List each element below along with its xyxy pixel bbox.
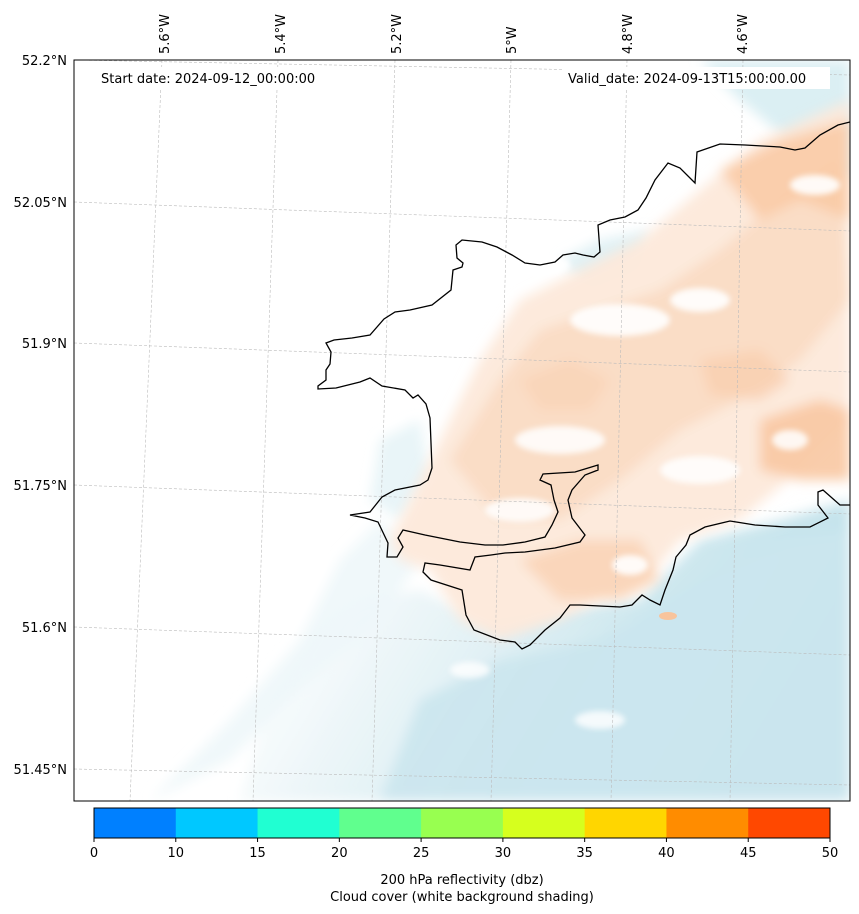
lon-label: 4.6°W	[736, 14, 751, 54]
map-panel	[74, 60, 850, 801]
lon-label: 5.6°W	[158, 14, 173, 54]
colorbar-segment	[666, 808, 749, 838]
lon-label: 5.2°W	[390, 14, 405, 54]
lat-label: 52.05°N	[14, 196, 67, 211]
longitude-labels: 5.6°W 5.4°W 5.2°W 5°W 4.8°W 4.6°W	[158, 14, 751, 54]
sea-shading	[150, 60, 850, 801]
valid-date-box: Valid_date: 2024-09-13T15:00:00.00	[562, 67, 830, 89]
colorbar-tick-label: 50	[822, 846, 839, 861]
colorbar-tick-label: 20	[331, 846, 348, 861]
latitude-labels: 52.2°N 52.05°N 51.9°N 51.75°N 51.6°N 51.…	[14, 54, 67, 778]
colorbar-segment	[175, 808, 259, 838]
colorbar-tick-label: 35	[576, 846, 593, 861]
valid-date-text: Valid_date: 2024-09-13T15:00:00.00	[568, 72, 806, 87]
colorbar-tick-label: 10	[168, 846, 185, 861]
colorbar-tick-label: 45	[740, 846, 757, 861]
lat-label: 51.75°N	[14, 479, 67, 494]
start-date-text: Start date: 2024-09-12_00:00:00	[101, 72, 315, 87]
colorbar-tick-label: 0	[90, 846, 98, 861]
colorbar-tick-label: 25	[413, 846, 430, 861]
lat-label: 51.6°N	[22, 621, 67, 636]
map-frame	[73, 59, 851, 802]
start-date-box: Start date: 2024-09-12_00:00:00	[95, 67, 337, 89]
colorbar-segment	[502, 808, 586, 838]
lat-label: 51.45°N	[14, 763, 67, 778]
colorbar-segment	[748, 808, 831, 838]
colorbar-segment	[421, 808, 504, 838]
colorbar-label-line2: Cloud cover (white background shading)	[330, 890, 594, 905]
colorbar-segment	[257, 808, 340, 838]
colorbar: 0 10 15 20 25 30 35 40 45 50	[90, 808, 838, 861]
coastline	[317, 121, 850, 650]
lon-label: 5.4°W	[274, 14, 289, 54]
colorbar-tick-label: 15	[249, 846, 266, 861]
clear-patches	[450, 175, 840, 729]
lat-label: 52.2°N	[22, 54, 67, 69]
colorbar-tick-label: 30	[495, 846, 512, 861]
colorbar-segment	[94, 808, 177, 838]
lat-label: 51.9°N	[22, 337, 67, 352]
colorbar-label-line1: 200 hPa reflectivity (dbz)	[380, 873, 543, 888]
lon-label: 5°W	[505, 26, 520, 54]
colorbar-segment	[339, 808, 422, 838]
colorbar-tick-label: 40	[658, 846, 675, 861]
colorbar-frame	[93, 807, 831, 839]
island-patch	[659, 612, 677, 620]
lon-label: 4.8°W	[621, 14, 636, 54]
colorbar-segment	[584, 808, 667, 838]
